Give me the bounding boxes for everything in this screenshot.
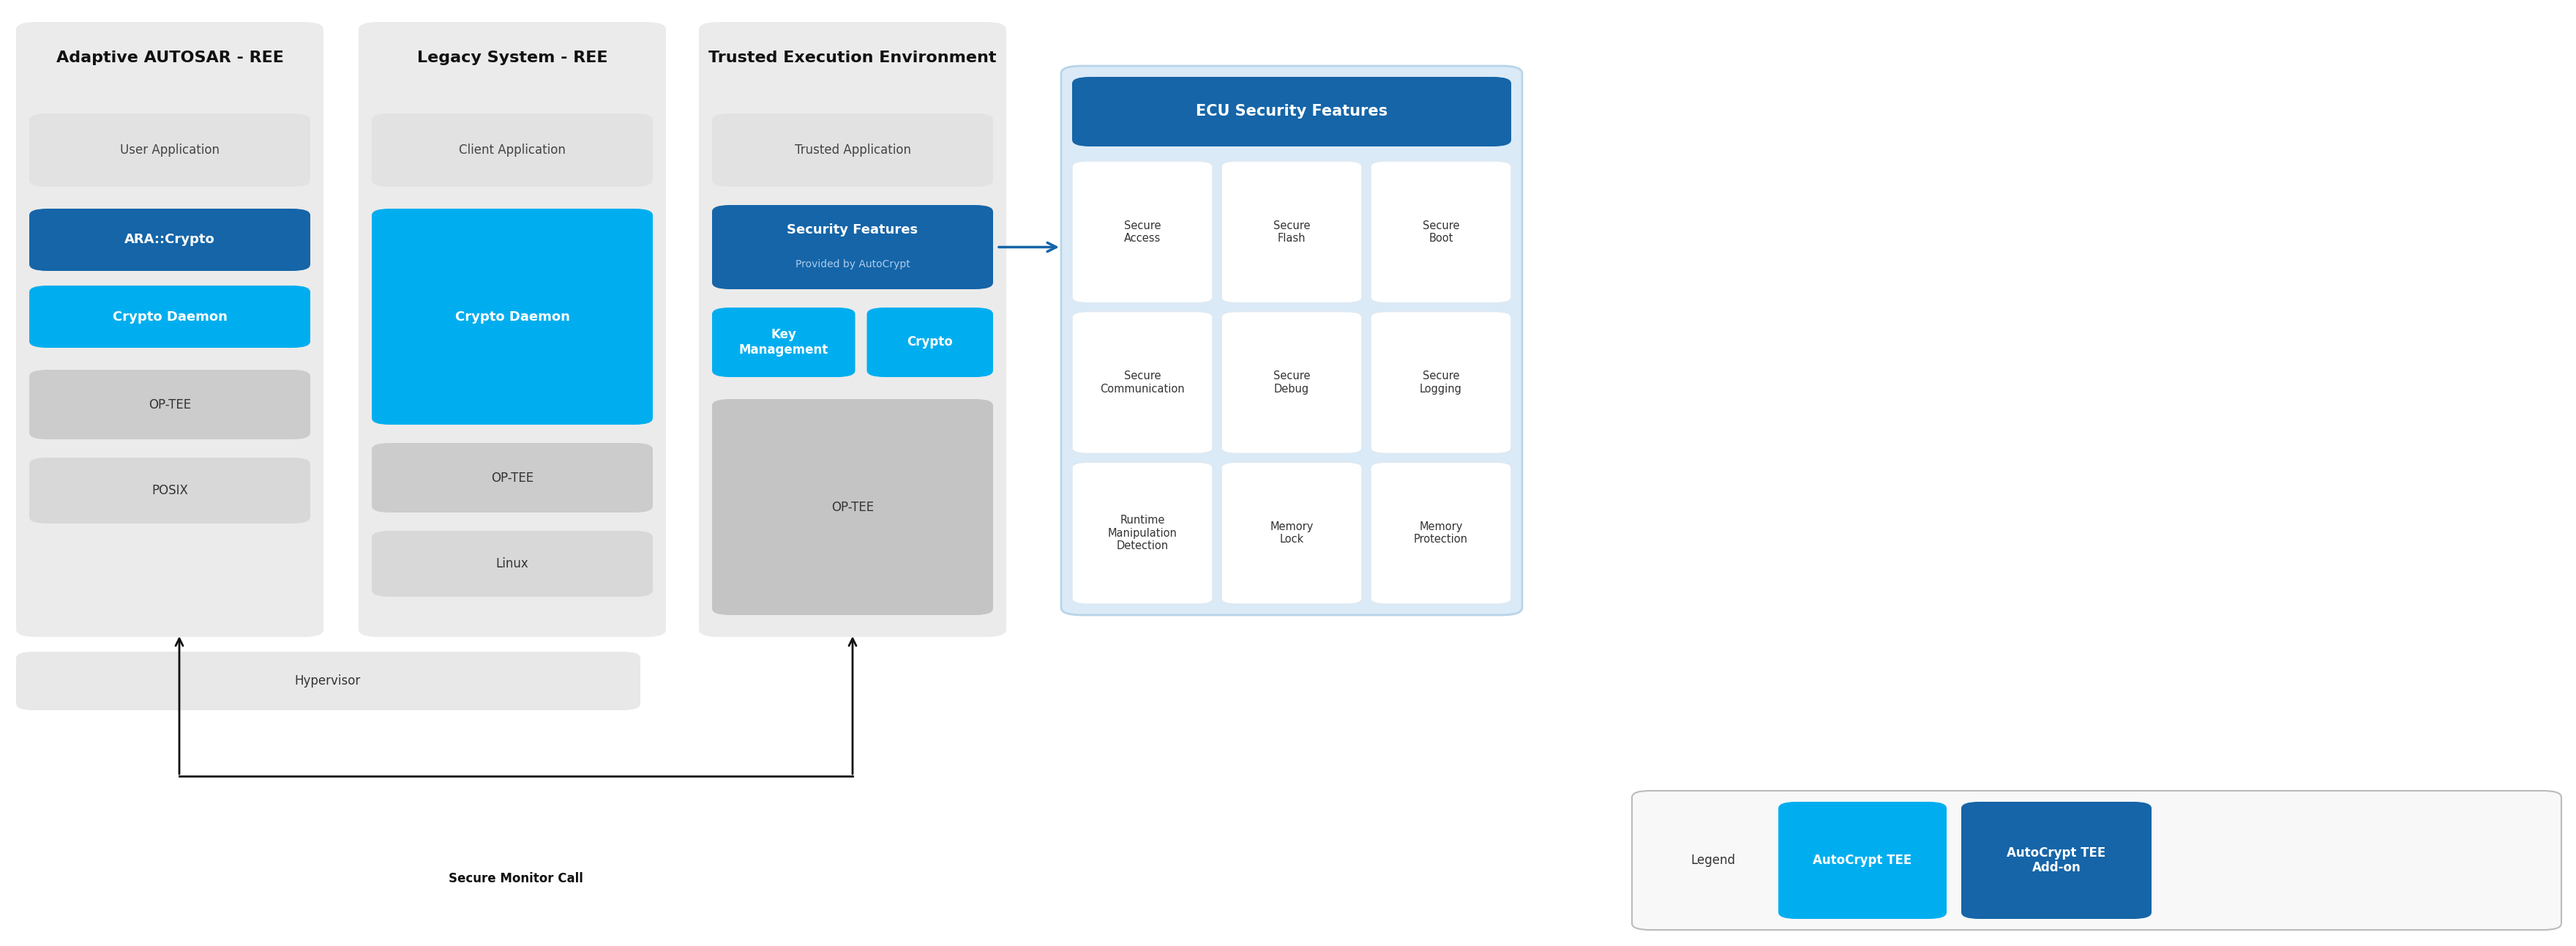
Text: OP-TEE: OP-TEE [149,398,191,412]
Text: Provided by AutoCrypt: Provided by AutoCrypt [796,259,909,270]
FancyBboxPatch shape [868,307,994,377]
FancyBboxPatch shape [371,114,652,186]
FancyBboxPatch shape [28,209,309,271]
Text: AutoCrypt TEE
Add-on: AutoCrypt TEE Add-on [2007,846,2107,874]
Text: ARA::Crypto: ARA::Crypto [124,234,214,246]
Text: Runtime
Manipulation
Detection: Runtime Manipulation Detection [1108,515,1177,552]
Text: Secure
Boot: Secure Boot [1422,220,1461,244]
Text: AutoCrypt TEE: AutoCrypt TEE [1814,853,1911,867]
Text: User Application: User Application [121,144,219,157]
Text: Secure
Communication: Secure Communication [1100,371,1185,394]
Text: Legend: Legend [1690,853,1736,867]
FancyBboxPatch shape [1072,311,1213,453]
FancyBboxPatch shape [711,399,994,615]
Text: Legacy System - REE: Legacy System - REE [417,50,608,65]
FancyBboxPatch shape [371,531,652,597]
Text: Client Application: Client Application [459,144,567,157]
FancyBboxPatch shape [1221,161,1363,303]
FancyBboxPatch shape [1072,161,1213,303]
FancyBboxPatch shape [371,209,652,425]
FancyBboxPatch shape [1061,66,1522,615]
Text: Crypto: Crypto [907,336,953,349]
Text: Secure
Logging: Secure Logging [1419,371,1463,394]
FancyBboxPatch shape [358,22,667,637]
Text: Adaptive AUTOSAR - REE: Adaptive AUTOSAR - REE [57,50,283,65]
FancyBboxPatch shape [1072,463,1213,604]
Text: Secure Monitor Call: Secure Monitor Call [448,872,582,885]
FancyBboxPatch shape [1221,311,1363,453]
Text: Crypto Daemon: Crypto Daemon [113,310,227,324]
FancyBboxPatch shape [1633,791,2561,930]
Text: Secure
Access: Secure Access [1123,220,1162,244]
Text: Hypervisor: Hypervisor [294,674,361,688]
Text: Linux: Linux [497,557,528,570]
FancyBboxPatch shape [371,443,652,513]
FancyBboxPatch shape [1370,161,1512,303]
FancyBboxPatch shape [711,205,994,289]
FancyBboxPatch shape [28,458,309,523]
Text: OP-TEE: OP-TEE [492,471,533,484]
Text: Memory
Lock: Memory Lock [1270,521,1314,545]
FancyBboxPatch shape [15,652,641,710]
FancyBboxPatch shape [1370,463,1512,604]
FancyBboxPatch shape [1072,77,1512,147]
FancyBboxPatch shape [711,307,855,377]
Text: Trusted Application: Trusted Application [793,144,912,157]
FancyBboxPatch shape [1370,311,1512,453]
Text: POSIX: POSIX [152,484,188,498]
FancyBboxPatch shape [698,22,1007,637]
Text: Security Features: Security Features [788,223,917,236]
Text: OP-TEE: OP-TEE [832,500,873,514]
Text: Trusted Execution Environment: Trusted Execution Environment [708,50,997,65]
FancyBboxPatch shape [28,114,309,186]
Text: Memory
Protection: Memory Protection [1414,521,1468,545]
FancyBboxPatch shape [15,22,325,637]
FancyBboxPatch shape [28,286,309,348]
FancyBboxPatch shape [28,370,309,439]
Text: Secure
Flash: Secure Flash [1273,220,1311,244]
Text: Crypto Daemon: Crypto Daemon [456,310,569,324]
FancyBboxPatch shape [1221,463,1363,604]
FancyBboxPatch shape [1960,802,2151,919]
Text: Key
Management: Key Management [739,328,829,357]
Text: ECU Security Features: ECU Security Features [1195,104,1388,119]
Text: Secure
Debug: Secure Debug [1273,371,1311,394]
FancyBboxPatch shape [711,114,994,186]
FancyBboxPatch shape [1777,802,1947,919]
